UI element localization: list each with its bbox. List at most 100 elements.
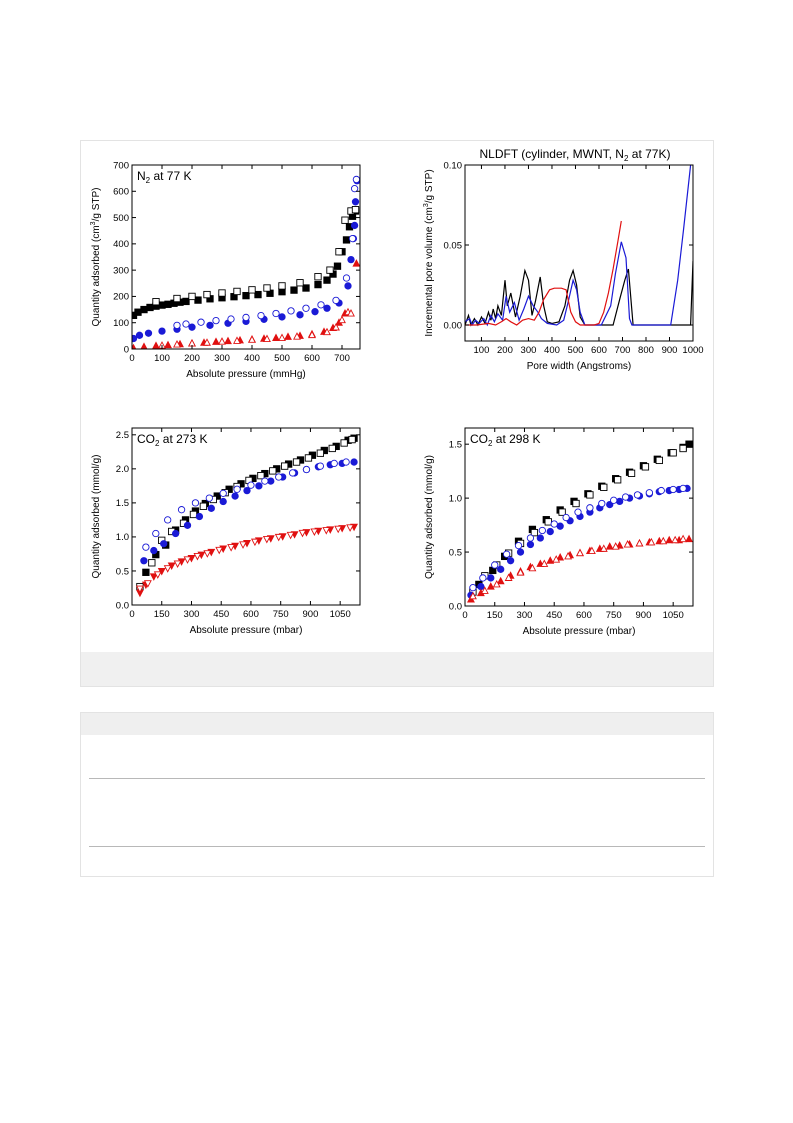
data-point <box>558 508 566 516</box>
y-tick-label: 0.10 <box>444 160 463 171</box>
data-point <box>516 568 525 576</box>
data-point <box>218 337 226 345</box>
x-tick-label: 100 <box>474 345 490 356</box>
data-point <box>468 591 477 600</box>
data-point <box>562 513 570 522</box>
data-point <box>135 331 144 339</box>
data-point <box>641 463 650 471</box>
data-point <box>350 185 359 193</box>
y-tick-label: 0.5 <box>449 547 462 558</box>
plot-frame <box>131 427 361 606</box>
data-point <box>140 342 148 349</box>
y-tick-label: 0.0 <box>116 600 129 611</box>
data-point <box>182 297 190 306</box>
data-point <box>627 469 636 477</box>
data-point <box>152 529 160 538</box>
x-tick-label: 150 <box>487 610 503 621</box>
x-tick-label: 700 <box>334 353 350 364</box>
data-point <box>292 458 301 466</box>
y-tick-label: 600 <box>113 187 129 198</box>
data-point <box>284 332 292 340</box>
chart-panel-4: 0 150 300 450 600 750 900 1050 0.0 0.5 1.0 1.5 Absol… <box>424 427 694 637</box>
data-point <box>212 337 220 345</box>
data-point <box>233 287 241 296</box>
data-point <box>239 541 247 549</box>
data-point <box>173 560 182 568</box>
data-point <box>659 536 668 545</box>
table-rule <box>89 778 705 779</box>
data-point <box>302 284 310 292</box>
plot-frame <box>131 164 361 350</box>
data-point <box>132 334 138 343</box>
data-point <box>224 336 232 345</box>
x-tick-label: 500 <box>274 353 290 364</box>
data-point <box>143 580 152 588</box>
y-tick-label: 0.05 <box>444 240 463 251</box>
data-point <box>207 504 215 512</box>
data-point <box>665 535 674 544</box>
plot-area <box>132 175 360 349</box>
data-point <box>146 303 154 312</box>
data-point <box>191 499 200 507</box>
panel-label: N2 at 77 K <box>137 169 192 185</box>
data-point <box>243 486 251 495</box>
data-point <box>614 476 622 484</box>
x-tick-label: 200 <box>184 353 200 364</box>
data-point <box>310 528 319 536</box>
data-point <box>164 300 172 308</box>
data-point <box>610 496 618 504</box>
x-tick-label: 0 <box>462 610 467 621</box>
x-axis-label: Absolute pressure (mbar) <box>190 625 303 636</box>
x-tick-label: 600 <box>591 345 607 356</box>
data-point <box>323 327 331 336</box>
data-point <box>496 576 505 585</box>
data-point <box>257 472 265 480</box>
series-2 <box>152 206 360 306</box>
chart-panel-2: 100 200 300 400 500 600 700 800 900 1000 0.00 0.05 0… <box>423 147 704 372</box>
data-point <box>314 273 322 281</box>
data-point <box>263 284 271 292</box>
y-tick-label: 300 <box>113 265 129 276</box>
data-point <box>342 274 351 282</box>
data-point <box>153 571 162 579</box>
data-point <box>281 462 289 470</box>
data-point <box>526 540 535 549</box>
data-point <box>335 248 343 256</box>
data-point <box>164 516 172 524</box>
data-point <box>183 556 192 564</box>
y-tick-label: 0.5 <box>116 566 129 577</box>
data-point <box>298 529 307 538</box>
data-point <box>195 512 204 521</box>
data-point <box>492 579 501 588</box>
plot-frame <box>464 427 694 607</box>
series-6 <box>468 534 688 600</box>
data-point <box>158 301 166 309</box>
data-point <box>536 534 544 542</box>
x-tick-label: 600 <box>576 610 592 621</box>
x-tick-label: 300 <box>184 609 200 620</box>
x-tick-label: 1050 <box>330 609 351 620</box>
data-point <box>655 456 663 465</box>
x-tick-label: 200 <box>497 345 513 356</box>
data-point <box>247 481 255 489</box>
y-tick-label: 100 <box>113 318 129 329</box>
data-point <box>514 541 523 550</box>
data-point <box>296 279 304 287</box>
data-point <box>671 535 680 544</box>
data-point <box>669 485 677 494</box>
data-point <box>227 315 235 323</box>
data-point <box>645 489 654 497</box>
data-point <box>163 565 172 573</box>
data-point <box>164 340 172 349</box>
x-tick-label: 900 <box>303 609 319 620</box>
y-tick-label: 1.0 <box>116 532 129 543</box>
data-point <box>206 321 214 329</box>
data-point <box>605 542 614 550</box>
data-point <box>516 548 525 556</box>
x-axis-label: Pore width (Angstroms) <box>527 361 631 372</box>
data-point <box>233 336 241 344</box>
series-3 <box>140 458 358 565</box>
series-line <box>465 220 622 326</box>
data-point <box>538 526 546 535</box>
